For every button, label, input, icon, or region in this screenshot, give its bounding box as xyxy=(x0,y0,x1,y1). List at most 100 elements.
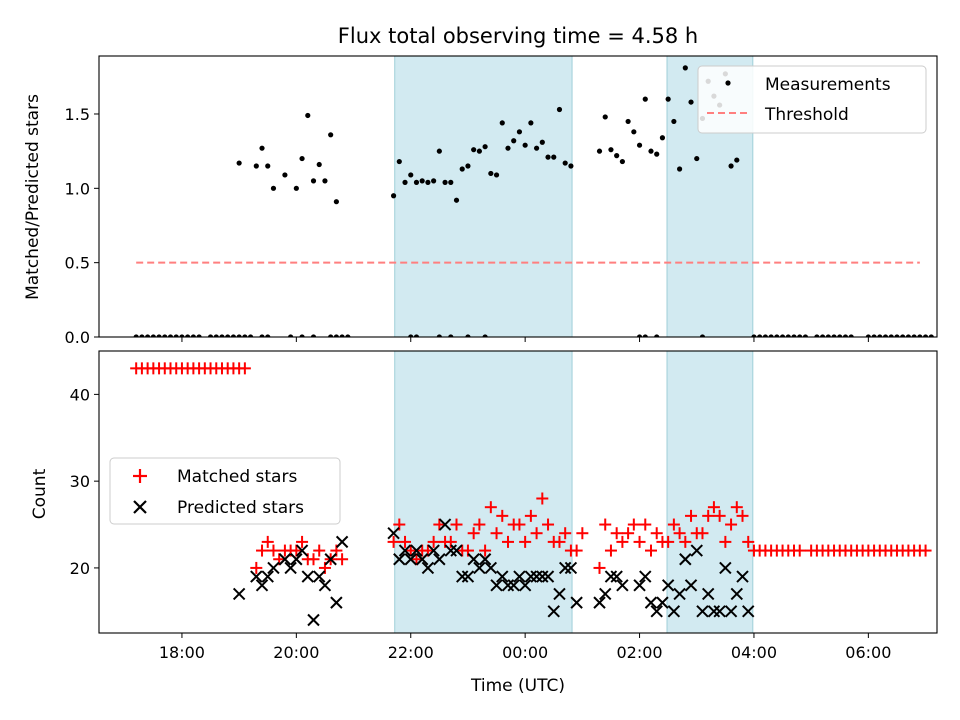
predicted-star-point xyxy=(656,596,669,609)
matched-star-point xyxy=(707,501,720,514)
measurement-point xyxy=(762,334,768,337)
predicted-star-point xyxy=(387,527,400,540)
measurement-point xyxy=(493,172,500,178)
measurement-point xyxy=(894,334,900,337)
measurement-point xyxy=(819,334,826,337)
matched-star-point xyxy=(793,544,806,557)
measurement-point xyxy=(556,106,563,113)
measurement-point xyxy=(505,145,511,151)
matched-star-point xyxy=(238,362,251,375)
predicted-star-point xyxy=(484,561,498,575)
predicted-star-point xyxy=(410,544,423,557)
measurement-point xyxy=(190,334,196,337)
predicted-star-point xyxy=(307,613,320,627)
matched-star-point xyxy=(730,501,743,514)
measurement-point xyxy=(230,334,237,337)
predicted-star-point xyxy=(719,561,732,575)
top-legend: Measurements Threshold xyxy=(697,65,927,134)
measurement-point xyxy=(436,334,442,337)
bottom-legend-box xyxy=(109,457,341,525)
measurement-point xyxy=(631,129,637,135)
predicted-star-point xyxy=(456,570,469,583)
measurement-point xyxy=(922,334,929,337)
measurement-point xyxy=(339,334,345,337)
matched-star-point xyxy=(542,518,555,531)
matched-star-point xyxy=(570,544,583,557)
top-legend-box xyxy=(697,65,927,134)
predicted-star-point xyxy=(313,570,326,583)
matched-star-point xyxy=(479,544,492,557)
measurement-point xyxy=(539,139,545,145)
measurement-point xyxy=(882,334,889,337)
matched-star-point xyxy=(513,518,526,531)
predicted-star-point xyxy=(450,544,463,557)
bottom-y-axis-label: Count xyxy=(30,468,50,519)
matched-star-point xyxy=(559,527,572,540)
predicted-star-point xyxy=(335,535,349,549)
figure-title: Flux total observing time = 4.58 h xyxy=(338,24,698,48)
measurement-point xyxy=(282,172,288,178)
predicted-star-point xyxy=(742,605,755,618)
measurement-point xyxy=(219,334,225,337)
legend-predicted-marker xyxy=(133,500,147,514)
x-tick-label: 18:00 xyxy=(159,643,205,662)
measurement-point xyxy=(196,334,202,337)
measurement-point xyxy=(413,334,420,337)
measurement-point xyxy=(619,158,625,165)
matched-star-point xyxy=(742,535,755,548)
matched-star-point xyxy=(536,492,549,505)
legend-matched-label: Matched stars xyxy=(177,467,297,487)
matched-star-point xyxy=(736,509,749,522)
predicted-star-point xyxy=(667,605,681,618)
predicted-star-point xyxy=(524,570,538,583)
predicted-star-point xyxy=(661,579,675,592)
matched-star-point xyxy=(530,527,543,540)
matched-star-point xyxy=(650,527,663,540)
matched-star-point xyxy=(702,509,715,522)
measurement-point xyxy=(310,334,317,337)
bottom-shaded-regions xyxy=(394,351,754,633)
matched-star-point xyxy=(576,527,589,540)
measurement-point xyxy=(179,334,185,337)
predicted-star-point xyxy=(301,570,314,583)
measurement-point xyxy=(928,334,934,337)
matched-star-point xyxy=(387,535,400,548)
measurement-point xyxy=(905,334,911,337)
measurement-point xyxy=(757,334,763,337)
predicted-star-point xyxy=(633,579,646,592)
measurement-point xyxy=(139,334,145,337)
measurement-point xyxy=(322,178,328,184)
predicted-star-point xyxy=(604,570,618,583)
predicted-star-point xyxy=(696,605,709,618)
predicted-star-point xyxy=(415,553,429,566)
measurement-point xyxy=(265,163,271,169)
measurement-point xyxy=(676,166,683,172)
y-tick-label: 20 xyxy=(70,559,90,578)
matched-star-point xyxy=(404,544,417,557)
measurement-point xyxy=(448,334,454,337)
predicted-star-point xyxy=(267,561,280,575)
measurement-point xyxy=(310,178,317,184)
predicted-star-point xyxy=(444,544,457,557)
measurement-point xyxy=(173,334,179,337)
predicted-star-point xyxy=(421,561,435,575)
measurement-point xyxy=(156,334,162,337)
measurement-point xyxy=(837,334,843,337)
measurement-point xyxy=(442,179,448,185)
predicted-star-point xyxy=(536,570,549,583)
predicted-star-point xyxy=(707,605,721,618)
measurement-point xyxy=(425,179,431,185)
predicted-star-point xyxy=(644,596,658,609)
predicted-star-point xyxy=(284,561,297,575)
measurement-point xyxy=(185,334,191,337)
measurement-point xyxy=(436,148,442,154)
legend-threshold-label: Threshold xyxy=(764,105,849,125)
predicted-star-point xyxy=(330,596,343,609)
legend-measurements-marker xyxy=(725,80,731,86)
matched-star-point xyxy=(467,527,480,540)
measurement-point xyxy=(877,334,883,337)
measurement-point xyxy=(390,193,397,199)
measurement-point xyxy=(259,334,265,337)
bottom-y-ticks: 20 30 40 xyxy=(70,385,99,578)
